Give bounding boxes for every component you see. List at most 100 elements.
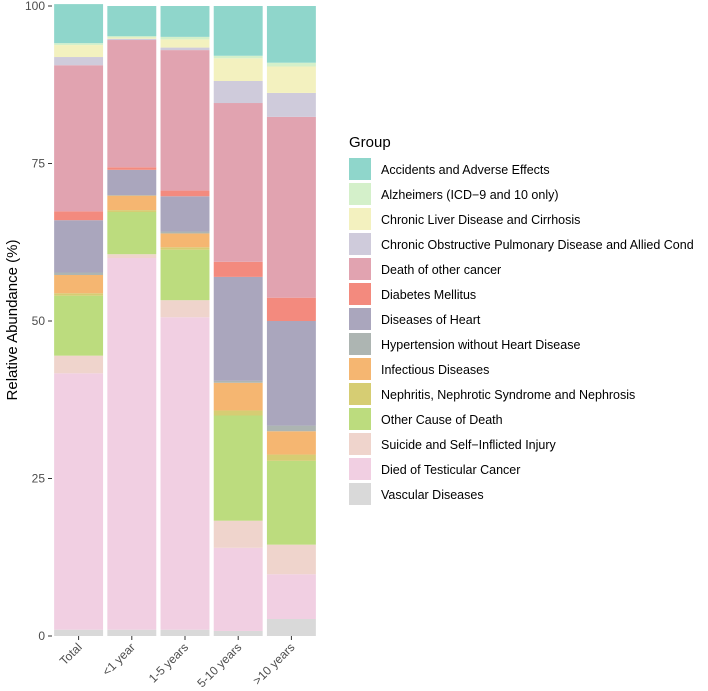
x-tick-label-1-5-years: 1-5 years [146,640,191,685]
bar-segment-1-year-death-of-other-cancer [107,40,157,168]
bar-segment-10-years-chronic-liver-disease-and-cirrhosis [266,66,316,93]
bar-segment-1-year-chronic-liver-disease-and-cirrhosis [107,37,157,39]
legend-key-nephritis-nephrotic-syndrome-and-nephrosis [349,383,371,405]
x-axis: Total <1 year 1-5 years 5-10 years >10 years [57,636,298,690]
y-axis: 0 25 50 75 100 [25,0,52,643]
legend-label-diabetes-mellitus: Diabetes Mellitus [381,288,476,302]
bar-segment-5-10-years-died-of-testicular-cancer [213,547,263,631]
bar-segment-5-10-years-suicide-and-self-inflicted-injury [213,520,263,548]
bar-segment-1-5-years-accidents-and-adverse-effects [160,6,210,37]
bar-segment-1-year-infectious-diseases [107,195,157,211]
legend-key-hypertension-without-heart-disease [349,333,371,355]
bar-segment-10-years-vascular-diseases [266,618,316,636]
bar-segment-1-5-years-alzheimers-icd-9-and-10-only [160,36,210,40]
bar-segment-1-year-died-of-testicular-cancer [107,258,157,630]
bar-segment-10-years-alzheimers-icd-9-and-10-only [266,62,316,67]
bar-segment-total-nephritis-nephrotic-syndrome-and-nephrosis [54,293,104,296]
bar-segment-10-years-other-cause-of-death [266,460,316,545]
bar-segment-5-10-years-diseases-of-heart [213,276,263,381]
x-tick-label-10-years: >10 years [250,640,297,687]
legend-key-alzheimers-icd-9-and-10-only [349,183,371,205]
bar-segment-10-years-accidents-and-adverse-effects [266,6,316,63]
legend-label-chronic-liver-disease-and-cirrhosis: Chronic Liver Disease and Cirrhosis [381,213,580,227]
legend-label-death-of-other-cancer: Death of other cancer [381,263,501,277]
bar-segment-5-10-years-other-cause-of-death [213,415,263,521]
bar-segment-1-5-years-vascular-diseases [160,629,210,636]
legend-key-infectious-diseases [349,358,371,380]
bar-segment-1-year-vascular-diseases [107,629,157,636]
bar-segment-1-year-accidents-and-adverse-effects [107,6,157,37]
bar-segment-5-10-years-death-of-other-cancer [213,103,263,262]
legend-key-accidents-and-adverse-effects [349,158,371,180]
bar-segment-1-year-alzheimers-icd-9-and-10-only [107,36,157,38]
legend-key-suicide-and-self-inflicted-injury [349,433,371,455]
legend-key-chronic-liver-disease-and-cirrhosis [349,208,371,230]
bar-segment-total-accidents-and-adverse-effects [54,4,104,44]
legend-label-chronic-obstructive-pulmonary-disease-and-allied-cond: Chronic Obstructive Pulmonary Disease an… [381,238,694,252]
plot-area [54,4,316,636]
legend-key-diabetes-mellitus [349,283,371,305]
bar-segment-1-5-years-chronic-liver-disease-and-cirrhosis [160,39,210,48]
legend-key-diseases-of-heart [349,308,371,330]
bar-segment-1-5-years-nephritis-nephrotic-syndrome-and-nephrosis [160,247,210,250]
bar-segment-10-years-diseases-of-heart [266,321,316,426]
bar-segment-5-10-years-diabetes-mellitus [213,261,263,277]
y-tick-label: 75 [32,157,46,171]
bar-segment-5-10-years-chronic-liver-disease-and-cirrhosis [213,58,263,81]
legend-key-chronic-obstructive-pulmonary-disease-and-allied-cond [349,233,371,255]
bar-segment-1-year-diabetes-mellitus [107,167,157,170]
bar-segment-total-suicide-and-self-inflicted-injury [54,355,104,374]
y-tick-label: 100 [25,0,45,13]
legend-label-died-of-testicular-cancer: Died of Testicular Cancer [381,463,520,477]
bar-segment-total-hypertension-without-heart-disease [54,272,104,276]
bar-segment-1-5-years-chronic-obstructive-pulmonary-disease-and-allied-cond [160,47,210,51]
bar-segment-5-10-years-alzheimers-icd-9-and-10-only [213,55,263,59]
bar-segment-total-vascular-diseases [54,629,104,636]
bar-segment-10-years-nephritis-nephrotic-syndrome-and-nephrosis [266,454,316,461]
bar-segment-total-diabetes-mellitus [54,211,104,221]
bar-segment-total-chronic-obstructive-pulmonary-disease-and-allied-cond [54,57,104,66]
y-tick-label: 50 [32,314,46,328]
bar-segment-1-year-chronic-obstructive-pulmonary-disease-and-allied-cond [107,38,157,41]
bar-segment-1-year-nephritis-nephrotic-syndrome-and-nephrosis [107,210,157,213]
x-tick-label-1-year: <1 year [99,640,137,678]
y-tick-label: 0 [38,629,45,643]
legend-label-suicide-and-self-inflicted-injury: Suicide and Self−Inflicted Injury [381,438,557,452]
bar-segment-10-years-died-of-testicular-cancer [266,574,316,619]
bar-segment-10-years-diabetes-mellitus [266,297,316,321]
bar-segment-total-alzheimers-icd-9-and-10-only [54,43,104,46]
legend-label-nephritis-nephrotic-syndrome-and-nephrosis: Nephritis, Nephrotic Syndrome and Nephro… [381,388,635,402]
bar-segment-10-years-infectious-diseases [266,431,316,455]
bar-segment-10-years-suicide-and-self-inflicted-injury [266,544,316,575]
bar-segment-5-10-years-nephritis-nephrotic-syndrome-and-nephrosis [213,410,263,416]
bar-segment-5-10-years-hypertension-without-heart-disease [213,380,263,383]
legend-label-vascular-diseases: Vascular Diseases [381,488,484,502]
bar-segment-10-years-death-of-other-cancer [266,116,316,298]
y-axis-title: Relative Abundance (%) [4,240,21,401]
legend-label-diseases-of-heart: Diseases of Heart [381,313,481,327]
bar-segment-total-died-of-testicular-cancer [54,373,104,630]
bar-segment-total-infectious-diseases [54,275,104,294]
legend-label-hypertension-without-heart-disease: Hypertension without Heart Disease [381,338,580,352]
bar-segment-total-diseases-of-heart [54,220,104,273]
legend-key-died-of-testicular-cancer [349,458,371,480]
legend-label-alzheimers-icd-9-and-10-only: Alzheimers (ICD−9 and 10 only) [381,188,559,202]
bar-segment-1-year-diseases-of-heart [107,169,157,195]
bar-segment-10-years-hypertension-without-heart-disease [266,425,316,432]
bar-segment-total-death-of-other-cancer [54,65,104,212]
x-tick-label-5-10-years: 5-10 years [194,640,244,690]
legend-label-other-cause-of-death: Other Cause of Death [381,413,503,427]
bar-segment-1-year-hypertension-without-heart-disease [107,195,157,196]
x-tick-label-total: Total [57,640,85,668]
legend-label-infectious-diseases: Infectious Diseases [381,363,489,377]
legend: Accidents and Adverse Effects Alzheimers … [349,158,694,505]
bar-segment-1-5-years-diseases-of-heart [160,196,210,232]
bar-segment-1-5-years-other-cause-of-death [160,249,210,301]
bar-segment-1-year-suicide-and-self-inflicted-injury [107,254,157,258]
bar-segment-1-5-years-death-of-other-cancer [160,50,210,191]
bar-segment-5-10-years-chronic-obstructive-pulmonary-disease-and-allied-cond [213,80,263,104]
bar-segment-1-5-years-suicide-and-self-inflicted-injury [160,300,210,318]
legend-title: Group [349,134,391,151]
bar-segment-total-chronic-liver-disease-and-cirrhosis [54,45,104,58]
